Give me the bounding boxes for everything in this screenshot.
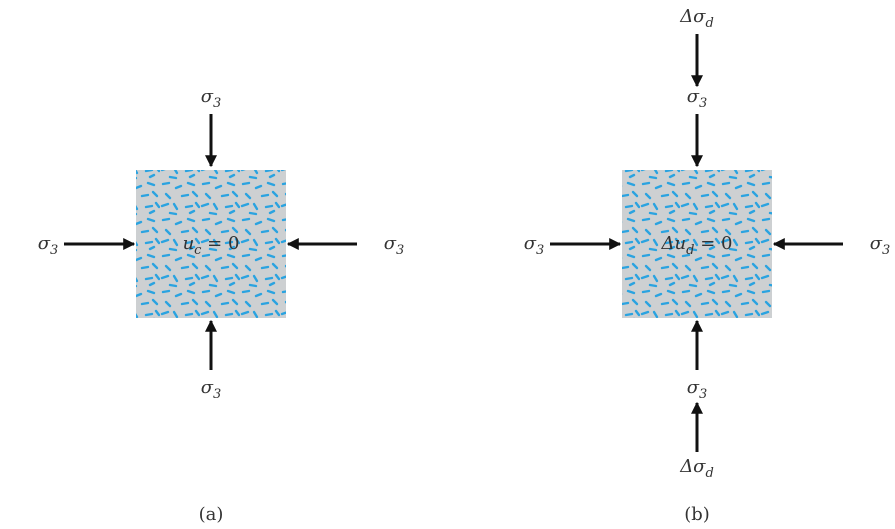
- label-base: σ: [687, 377, 700, 398]
- pore-pressure-label: uc = 0: [183, 233, 240, 258]
- caption: (b): [684, 504, 710, 525]
- label-subscript: 3: [699, 96, 707, 111]
- stress-label-top: σ3: [687, 86, 708, 111]
- label-rest: = 0: [201, 233, 239, 254]
- label-base: σ: [384, 233, 397, 254]
- label-subscript: 3: [882, 243, 890, 258]
- label-subscript: 3: [699, 387, 707, 402]
- label-base: σ: [201, 86, 214, 107]
- caption: (a): [199, 504, 224, 525]
- label-subscript: 3: [396, 243, 404, 258]
- label-base: σ: [524, 233, 537, 254]
- label-base: u: [183, 233, 195, 254]
- stress-label-right: σ3: [384, 233, 405, 258]
- stress-label-left: σ3: [38, 233, 59, 258]
- label-base: σ: [687, 86, 700, 107]
- deviator-label-bottom: Δσd: [679, 456, 714, 481]
- label-subscript: 3: [536, 243, 544, 258]
- label-rest: = 0: [694, 233, 732, 254]
- deviator-label-top: Δσd: [679, 6, 714, 31]
- label-base: Δσ: [679, 456, 706, 477]
- stress-label-right: σ3: [870, 233, 891, 258]
- stress-label-bottom: σ3: [201, 377, 222, 402]
- label-base: σ: [38, 233, 51, 254]
- label-subscript: d: [686, 243, 694, 258]
- label-base: σ: [201, 377, 214, 398]
- label-subscript: 3: [213, 96, 221, 111]
- label-subscript: 3: [50, 243, 58, 258]
- label-subscript: 3: [213, 387, 221, 402]
- label-base: Δu: [661, 233, 687, 254]
- label-subscript: d: [705, 466, 713, 481]
- label-subscript: d: [705, 16, 713, 31]
- diagram: uc = 0σ3σ3σ3σ3(a)Δud = 0σ3σ3σ3σ3ΔσdΔσd(b…: [0, 0, 895, 529]
- stress-label-left: σ3: [524, 233, 545, 258]
- stress-label-bottom: σ3: [687, 377, 708, 402]
- label-base: Δσ: [679, 6, 706, 27]
- label-base: σ: [870, 233, 883, 254]
- pore-pressure-label: Δud = 0: [661, 233, 733, 258]
- stress-label-top: σ3: [201, 86, 222, 111]
